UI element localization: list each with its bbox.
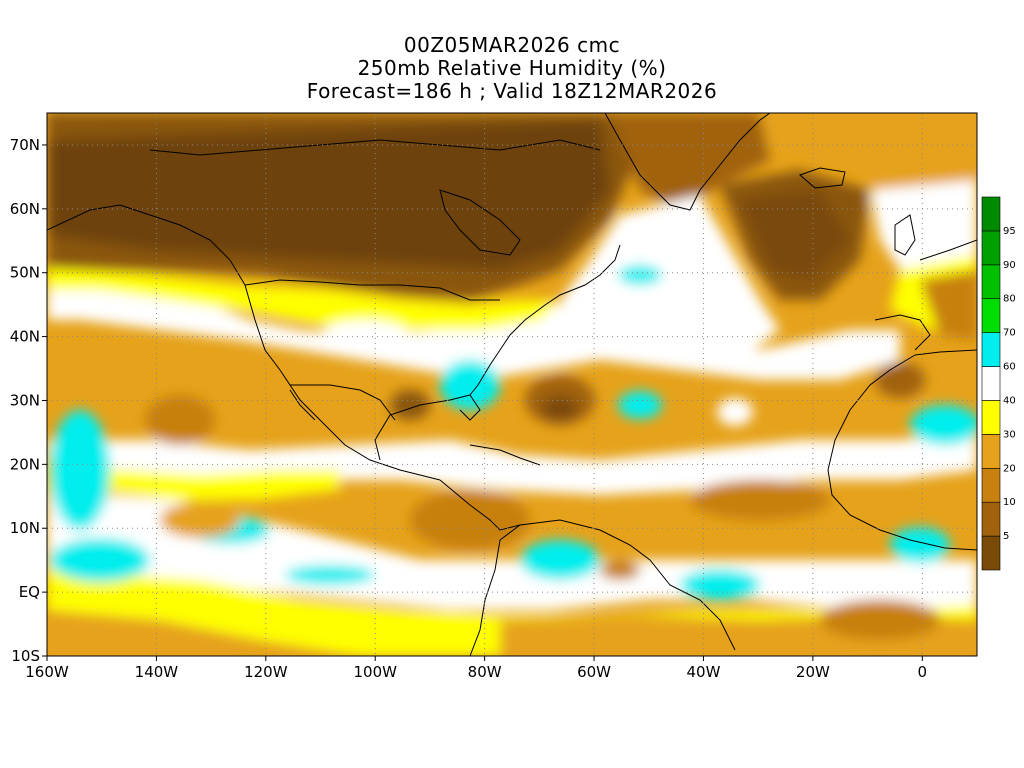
graticule <box>47 113 977 656</box>
colorbar-label: 70 <box>1003 328 1016 339</box>
colorbar-swatch <box>981 366 1001 401</box>
colorbar-swatch <box>981 501 1001 537</box>
colorbar-swatch <box>981 264 1001 300</box>
colorbar-swatch <box>981 467 1001 503</box>
colorbar-label: 95 <box>1003 226 1016 237</box>
lon-tick-label: 0 <box>918 663 928 681</box>
colorbar-label: 5 <box>1003 531 1009 542</box>
lat-tick-label: 20N <box>10 455 40 473</box>
colorbar-swatch <box>981 230 1001 266</box>
title-run: 00Z05MAR2026 cmc <box>403 33 621 57</box>
lat-tick-label: 50N <box>10 264 40 282</box>
lon-tick-label: 80W <box>468 663 502 681</box>
colorbar-swatch <box>981 196 1001 232</box>
lon-tick-label: 60W <box>577 663 611 681</box>
lon-tick-label: 120W <box>244 663 288 681</box>
lat-tick-label: EQ <box>19 583 40 601</box>
lat-tick-label: 60N <box>10 200 40 218</box>
colorbar: 5 10 20 30 40 60 70 80 90 95 <box>981 196 1016 571</box>
colorbar-label: 80 <box>1003 294 1016 305</box>
colorbar-label: 40 <box>1003 395 1016 406</box>
lon-tick-label: 140W <box>135 663 179 681</box>
lat-tick-label: 30N <box>10 391 40 409</box>
colorbar-label: 90 <box>1003 260 1016 271</box>
colorbar-swatch <box>981 535 1001 571</box>
lon-tick-label: 160W <box>25 663 69 681</box>
lon-tick-label: 20W <box>796 663 830 681</box>
colorbar-swatch <box>981 434 1001 469</box>
coastlines <box>47 113 977 656</box>
colorbar-swatch <box>981 400 1001 435</box>
humidity-field <box>47 113 977 656</box>
colorbar-label: 10 <box>1003 497 1016 508</box>
title-valid-time: Forecast=186 h ; Valid 18Z12MAR2026 <box>306 79 718 103</box>
lat-tick-label: 70N <box>10 136 40 154</box>
colorbar-label: 20 <box>1003 463 1016 474</box>
colorbar-swatch <box>981 298 1001 333</box>
lon-tick-label: 100W <box>354 663 398 681</box>
colorbar-swatch <box>981 332 1001 367</box>
lat-tick-label: 10S <box>11 647 40 665</box>
lat-tick-label: 10N <box>10 519 40 537</box>
colorbar-label: 60 <box>1003 362 1016 373</box>
title-field: 250mb Relative Humidity (%) <box>357 56 667 80</box>
lon-tick-label: 40W <box>687 663 721 681</box>
lat-tick-label: 40N <box>10 328 40 346</box>
map-frame <box>46 112 978 657</box>
colorbar-label: 30 <box>1003 429 1016 440</box>
